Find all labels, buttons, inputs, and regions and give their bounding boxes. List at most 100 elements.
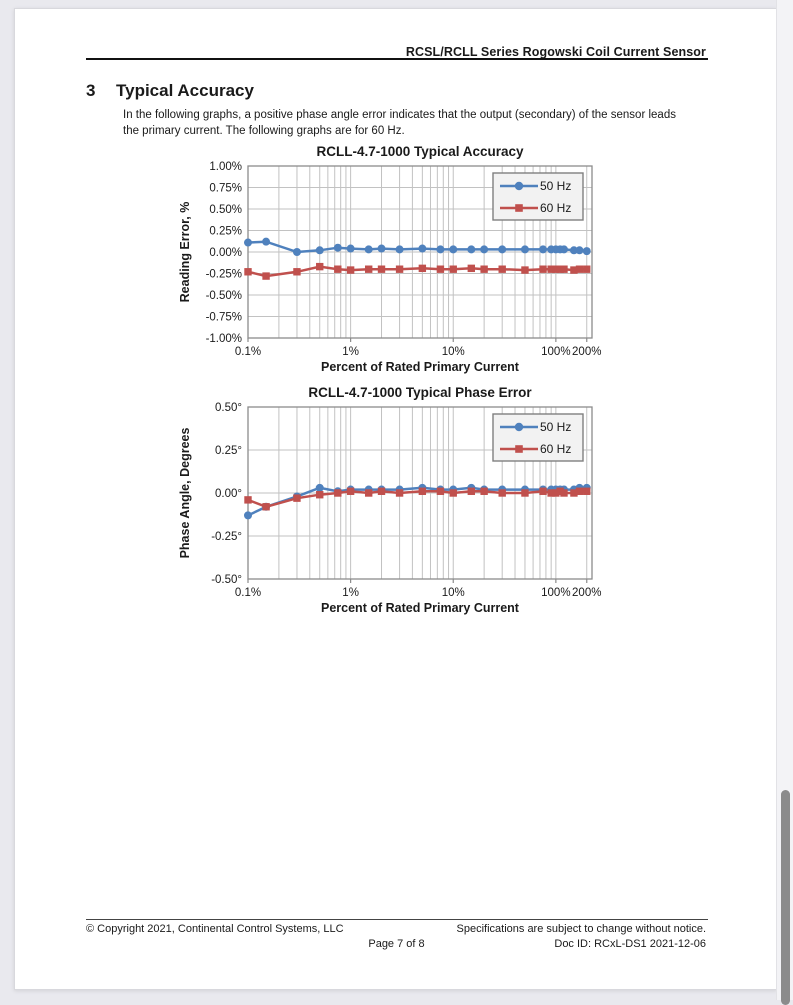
data-point-marker <box>560 265 568 273</box>
data-point-marker <box>364 489 373 497</box>
data-point-marker <box>244 496 252 504</box>
legend-marker <box>515 445 523 453</box>
scrollbar-thumb[interactable] <box>781 790 790 1005</box>
data-point-marker <box>583 487 591 495</box>
data-point-marker <box>498 265 506 273</box>
y-tick-label: -0.75% <box>206 312 242 324</box>
data-point-marker <box>539 265 547 273</box>
legend-marker <box>514 181 524 191</box>
data-point-marker <box>377 244 386 253</box>
data-point-marker <box>395 489 404 497</box>
footer-notice: Specifications are subject to change wit… <box>456 923 706 935</box>
legend-box <box>492 413 584 462</box>
x-tick-label: 100% <box>541 587 570 599</box>
data-point-marker <box>364 265 373 273</box>
data-point-marker <box>480 245 489 254</box>
y-tick-label: 1.00% <box>209 161 242 173</box>
phase-error-chart: 0.1% 1% 10% 100% 200% 0.50° 0.25° 0.00° -0.25° -0… <box>178 385 601 615</box>
data-point-marker <box>498 245 507 254</box>
data-point-marker <box>449 489 457 497</box>
section-heading: 3 Typical Accuracy <box>86 81 254 101</box>
data-point-marker <box>346 266 355 274</box>
legend-marker <box>515 204 523 212</box>
y-tick-label: -0.50° <box>211 574 242 586</box>
data-point-marker <box>293 494 301 502</box>
data-point-marker <box>346 244 355 253</box>
header-rule <box>86 58 708 60</box>
document-page: RCSL/RCLL Series Rogowski Coil Current S… <box>14 8 777 990</box>
footer-doc-id: Doc ID: RCxL-DS1 2021-12-06 <box>554 938 706 950</box>
chart-title: RCLL-4.7-1000 Typical Phase Error <box>308 385 532 400</box>
y-tick-label: -1.00% <box>206 333 242 345</box>
data-point-marker <box>570 489 578 497</box>
data-point-marker <box>395 265 404 273</box>
data-point-marker <box>244 268 252 276</box>
data-point-marker <box>556 487 564 495</box>
data-point-marker <box>364 245 373 254</box>
y-tick-label: 0.50% <box>209 204 242 216</box>
x-tick-label: 10% <box>442 587 465 599</box>
x-axis-title: Percent of Rated Primary Current <box>321 601 520 615</box>
section-title: Typical Accuracy <box>116 81 254 100</box>
data-point-marker <box>333 243 342 252</box>
x-axis-title: Percent of Rated Primary Current <box>321 360 520 374</box>
section-number: 3 <box>86 81 96 100</box>
data-point-marker <box>292 248 301 256</box>
chart-title: RCLL-4.7-1000 Typical Accuracy <box>316 144 524 159</box>
legend-label: 50 Hz <box>540 420 571 434</box>
data-point-marker <box>467 487 476 495</box>
scrollbar-track[interactable] <box>776 0 793 1005</box>
data-point-marker <box>547 265 555 273</box>
y-tick-label: -0.25° <box>211 531 242 543</box>
document-header-title: RCSL/RCLL Series Rogowski Coil Current S… <box>405 45 706 59</box>
data-point-marker <box>569 246 578 255</box>
y-axis-title: Phase Angle, Degrees <box>178 428 192 559</box>
x-tick-label: 1% <box>342 587 359 599</box>
data-point-marker <box>583 265 591 273</box>
data-point-marker <box>449 265 457 273</box>
data-point-marker <box>395 245 404 254</box>
data-point-marker <box>262 237 271 246</box>
data-point-marker <box>582 247 591 256</box>
data-point-marker <box>520 245 529 254</box>
data-point-marker <box>547 489 555 497</box>
data-point-marker <box>418 244 427 253</box>
footer-rule <box>86 919 708 920</box>
y-tick-label: 0.00% <box>209 247 242 259</box>
data-point-marker <box>334 265 342 273</box>
y-tick-label: 0.25% <box>209 226 242 238</box>
data-point-marker <box>570 266 578 274</box>
x-tick-label: 10% <box>442 346 465 358</box>
data-point-marker <box>539 245 548 254</box>
data-point-marker <box>262 272 270 280</box>
data-point-marker <box>467 264 476 273</box>
data-point-marker <box>316 262 324 271</box>
data-point-marker <box>436 487 445 495</box>
data-point-marker <box>498 489 506 497</box>
data-point-marker <box>521 489 529 497</box>
y-tick-label: 0.25° <box>215 445 242 457</box>
y-tick-label: 0.50° <box>215 402 242 414</box>
legend-label: 60 Hz <box>540 442 571 456</box>
data-point-marker <box>521 266 529 274</box>
data-point-marker <box>556 265 564 273</box>
data-point-marker <box>316 491 324 499</box>
x-tick-label: 1% <box>342 346 359 358</box>
data-point-marker <box>334 489 342 497</box>
legend-marker <box>514 422 524 432</box>
data-point-marker <box>262 503 270 511</box>
y-tick-label: 0.75% <box>209 183 242 195</box>
y-tick-label: 0.00° <box>215 488 242 500</box>
y-tick-label: -0.25% <box>206 269 242 281</box>
data-point-marker <box>480 487 488 495</box>
data-point-marker <box>575 246 584 255</box>
data-point-marker <box>575 265 584 273</box>
data-point-marker <box>552 489 560 497</box>
data-point-marker <box>436 245 445 254</box>
footer-page-number: Page 7 of 8 <box>368 938 425 950</box>
data-point-marker <box>560 489 568 497</box>
data-point-marker <box>315 246 324 255</box>
legend-label: 50 Hz <box>540 179 571 193</box>
y-axis-title: Reading Error, % <box>178 202 192 303</box>
accuracy-chart: 0.1% 1% 10% 100% 200% 1.00% 0.75% 0.50% 0.25% 0.0… <box>178 144 601 374</box>
